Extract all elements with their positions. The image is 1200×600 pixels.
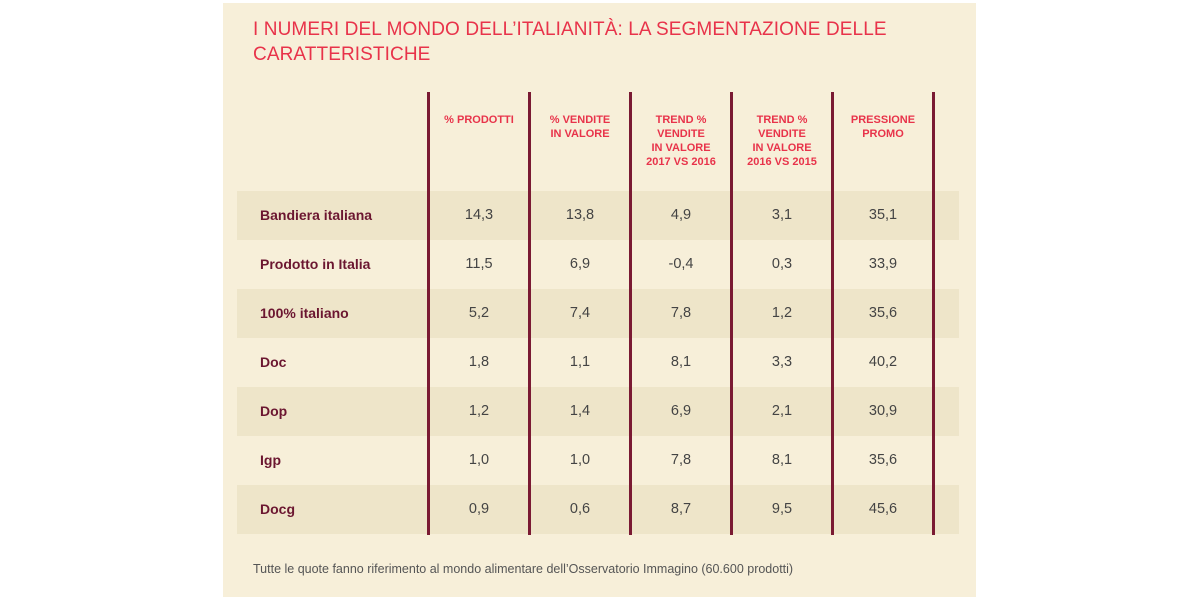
column-divider [730,92,733,535]
column-header: TREND % VENDITE IN VALORE 2016 VS 2015 [747,114,817,168]
column-header: TREND % VENDITE IN VALORE 2017 VS 2016 [646,114,716,168]
table-cell: 1,0 [569,452,591,468]
table-cell: 6,9 [670,403,692,419]
table-cell: 1,4 [569,403,591,419]
table-cell: 2,1 [771,403,793,419]
row-stripe [237,485,959,534]
table-cell: 11,5 [465,256,493,272]
footnote: Tutte le quote fanno riferimento al mond… [253,562,794,576]
table-cell: 35,6 [868,305,898,321]
chart-title: I NUMERI DEL MONDO DELL’ITALIANITÀ: LA S… [253,19,887,65]
table-cell: 40,2 [868,354,898,370]
row-label: Bandiera italiana [260,207,373,223]
infographic-card: I NUMERI DEL MONDO DELL’ITALIANITÀ: LA S… [223,3,976,597]
table-cell: 1,0 [468,452,490,468]
column-divider [932,92,935,535]
table-cell: 7,8 [670,452,692,468]
table-cell: 35,1 [868,207,898,223]
row-label: 100% italiano [260,305,349,321]
column-divider [528,92,531,535]
table-cell: 1,1 [569,354,591,370]
column-header: % VENDITE IN VALORE [549,114,611,140]
column-divider [629,92,632,535]
table-cell: 14,3 [464,207,494,223]
row-label: Igp [260,452,281,468]
table-cell: -0,4 [668,256,694,272]
table-cell: 35,6 [868,452,898,468]
table-cell: 13,8 [565,207,595,223]
table-cell: 4,9 [670,207,692,223]
table-cell: 9,5 [771,501,793,517]
column-divider [831,92,834,535]
row-label: Docg [260,501,295,517]
table-cell: 7,4 [569,305,591,321]
column-header: PRESSIONE PROMO [850,114,916,140]
table-cell: 7,8 [670,305,692,321]
table-cell: 1,2 [771,305,793,321]
row-label: Prodotto in Italia [260,256,371,272]
column-divider [427,92,430,535]
row-stripe [237,387,959,436]
row-stripe [237,289,959,338]
table-cell: 0,3 [771,256,793,272]
table-cell: 0,6 [569,501,591,517]
table-cell: 0,9 [468,501,490,517]
table-cell: 3,1 [771,207,793,223]
table-cell: 33,9 [868,256,898,272]
table-cell: 8,1 [670,354,692,370]
column-header: % PRODOTTI [444,114,514,126]
table-cell: 30,9 [868,403,898,419]
table-cell: 1,2 [468,403,490,419]
table-cell: 45,6 [868,501,898,517]
row-label: Dop [260,403,288,419]
table-cell: 5,2 [468,305,490,321]
row-stripe [237,191,959,240]
row-label: Doc [260,354,287,370]
table-cell: 8,7 [670,501,692,517]
table-cell: 1,8 [468,354,490,370]
table-cell: 8,1 [771,452,793,468]
table-cell: 3,3 [771,354,793,370]
table-cell: 6,9 [569,256,591,272]
